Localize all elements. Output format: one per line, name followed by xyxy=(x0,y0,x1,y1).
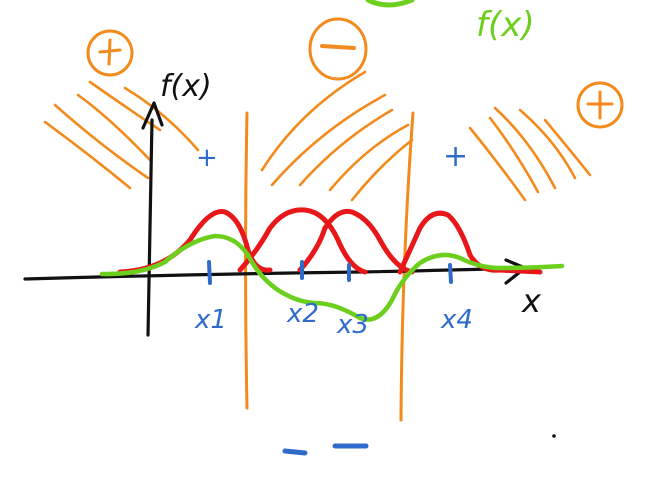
bottom-dash-1 xyxy=(282,448,308,456)
x-axis-label: x xyxy=(521,282,542,320)
plus-mark-left: + xyxy=(196,143,218,173)
x1-tick xyxy=(207,260,212,285)
hatch-left-4 xyxy=(88,80,162,132)
y-axis xyxy=(146,118,154,337)
hatch-left-1 xyxy=(43,120,132,190)
sum-curve xyxy=(99,233,565,322)
x4-label: x4 xyxy=(440,305,473,335)
sign-right-circle xyxy=(576,81,624,129)
sign-middle-circle xyxy=(308,17,368,81)
sign-middle-minus xyxy=(320,44,356,50)
region-hatching xyxy=(43,70,592,202)
x-axis xyxy=(23,266,527,281)
plus-mark-right: + xyxy=(443,139,468,174)
green-curve xyxy=(99,233,565,322)
x1-label: x1 xyxy=(194,305,227,335)
hatch-mid-2 xyxy=(270,93,387,187)
hatch-mid-1 xyxy=(260,70,367,172)
x2-label: x2 xyxy=(286,299,319,329)
hatch-mid-4 xyxy=(328,123,410,192)
hatch-right-2 xyxy=(488,116,540,194)
hatch-mid-5 xyxy=(350,138,414,202)
sign-left-plus-v xyxy=(107,38,112,66)
x4-tick xyxy=(448,263,453,284)
hatch-mid-3 xyxy=(298,108,394,187)
green-top-arc xyxy=(365,0,415,8)
hatch-right-5 xyxy=(543,118,592,177)
y-axis-label: f(x) xyxy=(160,69,212,104)
x-markers xyxy=(207,260,453,456)
y-axis-arrowhead xyxy=(141,101,164,130)
hatch-right-4 xyxy=(518,108,577,180)
x3-label: x3 xyxy=(336,310,369,340)
stray-dot xyxy=(552,434,556,438)
gaussian-2 xyxy=(237,207,368,275)
green-curve-label: f(x) xyxy=(476,5,535,45)
hatch-left-3 xyxy=(76,93,152,162)
hatch-left-5 xyxy=(123,86,200,152)
sign-circles xyxy=(86,17,624,129)
gaussian-3 xyxy=(297,208,415,275)
hatch-left-2 xyxy=(53,103,150,180)
hatch-right-1 xyxy=(468,126,527,202)
sign-left-circle xyxy=(86,29,134,77)
hatch-right-3 xyxy=(493,106,557,190)
